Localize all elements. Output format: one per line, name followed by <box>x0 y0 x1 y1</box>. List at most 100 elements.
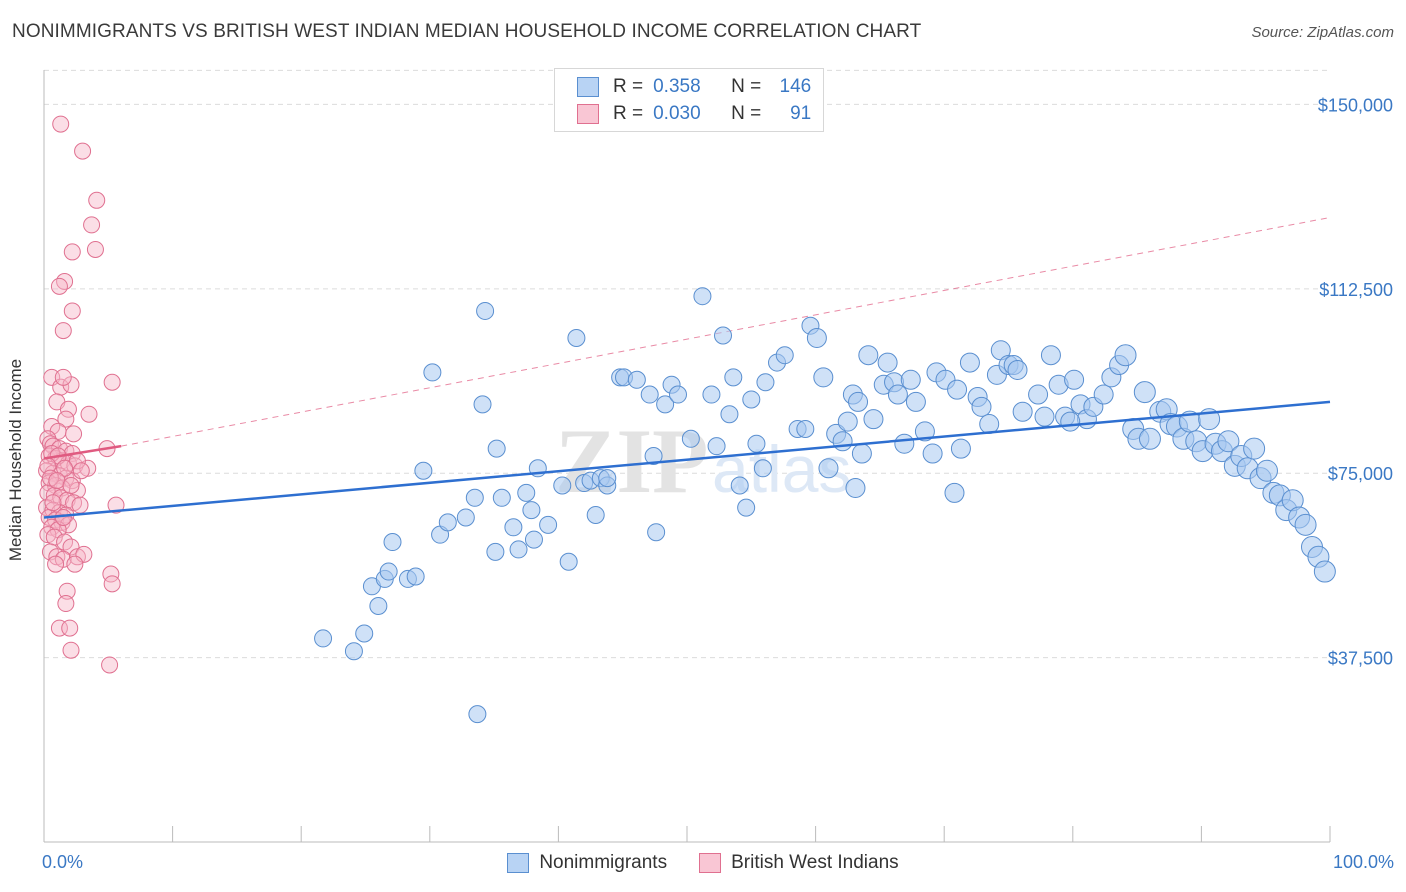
british-west-indians-point <box>65 425 83 443</box>
british-west-indians-point <box>58 582 76 600</box>
nonimmigrants-point <box>845 477 866 498</box>
nonimmigrants-point <box>1060 411 1081 432</box>
nonimmigrants-point <box>1294 513 1317 536</box>
british-west-indians-point <box>71 496 89 514</box>
nonimmigrants-point <box>456 508 475 527</box>
y-tick-label: $75,000 <box>1328 464 1393 484</box>
nonimmigrants-point <box>737 498 756 517</box>
british-west-indians-point <box>107 496 125 514</box>
nonimmigrants-point <box>796 419 815 438</box>
nonimmigrants-point <box>1217 430 1240 453</box>
nonimmigrants-point <box>627 370 646 389</box>
nonimmigrants-point <box>1064 369 1085 390</box>
british-west-indians-point <box>47 555 65 573</box>
british-west-indians-point <box>72 462 90 480</box>
nonimmigrants-point <box>414 461 433 480</box>
british-west-indians-point <box>54 368 72 386</box>
legend-swatch-pink <box>577 104 599 124</box>
nonimmigrants-point <box>553 476 572 495</box>
british-west-indians-point <box>56 459 74 477</box>
nonimmigrants-point <box>468 705 487 724</box>
nonimmigrants-point <box>473 395 492 414</box>
x-tick-label-left: 0.0% <box>42 852 84 872</box>
series-legend-nonimmigrants: Nonimmigrants <box>507 852 667 874</box>
legend-n-value: 91 <box>790 103 812 124</box>
y-tick-label: $37,500 <box>1328 649 1393 669</box>
legend-row-british-west-indians: R = 0.030 N = 91 <box>577 102 811 126</box>
british-west-indians-point <box>63 243 81 261</box>
legend-row-nonimmigrants: R = 0.358 N = 146 <box>577 75 811 99</box>
nonimmigrants-point <box>539 515 558 534</box>
british-west-indians-point <box>80 405 98 423</box>
nonimmigrants-point <box>1034 406 1055 427</box>
british-west-indians-point <box>48 472 66 490</box>
nonimmigrants-point <box>1007 359 1028 380</box>
nonimmigrants-point <box>656 395 675 414</box>
nonimmigrants-point <box>832 431 853 452</box>
nonimmigrants-point <box>1093 384 1114 405</box>
british-west-indians-point <box>86 240 104 258</box>
nonimmigrants-point <box>959 352 980 373</box>
british-west-indians-point <box>62 538 80 556</box>
british-west-indians-point <box>88 191 106 209</box>
nonimmigrants-point <box>900 369 921 390</box>
nonimmigrants-point <box>598 469 617 488</box>
nonimmigrants-point <box>971 396 992 417</box>
nonimmigrants-point <box>640 385 659 404</box>
nonimmigrants-point <box>756 373 775 392</box>
nonimmigrants-point <box>476 301 495 320</box>
british-west-indians-point <box>83 216 101 234</box>
british-west-indians-point <box>54 322 72 340</box>
nonimmigrants-point <box>914 421 935 442</box>
nonimmigrants-point <box>693 287 712 306</box>
nonimmigrants-point <box>1028 384 1049 405</box>
chart-source: Source: ZipAtlas.com <box>1251 24 1394 41</box>
nonimmigrants-point <box>950 438 971 459</box>
nonimmigrants-point <box>487 439 506 458</box>
nonimmigrants-point <box>848 391 869 412</box>
nonimmigrants-point <box>742 390 761 409</box>
british-west-indians-point <box>63 302 81 320</box>
nonimmigrants-point <box>1243 437 1266 460</box>
legend-n-label: N = <box>731 103 762 124</box>
nonimmigrants-point <box>492 488 511 507</box>
legend-r-value: 0.030 <box>653 103 701 124</box>
nonimmigrants-point <box>851 443 872 464</box>
british-west-indians-point <box>57 410 75 428</box>
british-west-indians-point <box>101 656 119 674</box>
nonimmigrants-point <box>702 385 721 404</box>
legend-r-value: 0.358 <box>653 76 701 97</box>
nonimmigrants-point <box>1133 381 1156 404</box>
legend-n-label: N = <box>731 76 762 97</box>
nonimmigrants-point <box>647 523 666 542</box>
legend-n-value: 146 <box>779 76 812 97</box>
nonimmigrants-point <box>369 596 388 615</box>
nonimmigrants-point <box>379 562 398 581</box>
nonimmigrants-point <box>509 540 528 559</box>
nonimmigrants-point <box>1313 560 1336 583</box>
british-west-indians-point <box>74 142 92 160</box>
nonimmigrants-point <box>681 429 700 448</box>
british-west-indians-point <box>56 272 74 290</box>
series-legend-british-west-indians: British West Indians <box>699 852 899 874</box>
nonimmigrants-point <box>730 476 749 495</box>
series-legend-label: Nonimmigrants <box>539 852 668 873</box>
trendline-british-west-indians-dashed <box>121 217 1331 447</box>
nonimmigrants-point <box>894 433 915 454</box>
nonimmigrants-point <box>406 567 425 586</box>
legend-swatch-blue <box>577 77 599 97</box>
nonimmigrants-point <box>559 552 578 571</box>
nonimmigrants-point <box>905 391 926 412</box>
nonimmigrants-point <box>1255 459 1278 482</box>
nonimmigrants-point <box>668 385 687 404</box>
british-west-indians-point <box>103 575 121 593</box>
legend-r-label: R = <box>613 76 644 97</box>
nonimmigrants-point <box>438 513 457 532</box>
nonimmigrants-point <box>922 443 943 464</box>
nonimmigrants-point <box>423 363 442 382</box>
nonimmigrants-point <box>383 533 402 552</box>
nonimmigrants-point <box>858 345 879 366</box>
nonimmigrants-point <box>644 447 663 465</box>
nonimmigrants-point <box>486 542 505 561</box>
